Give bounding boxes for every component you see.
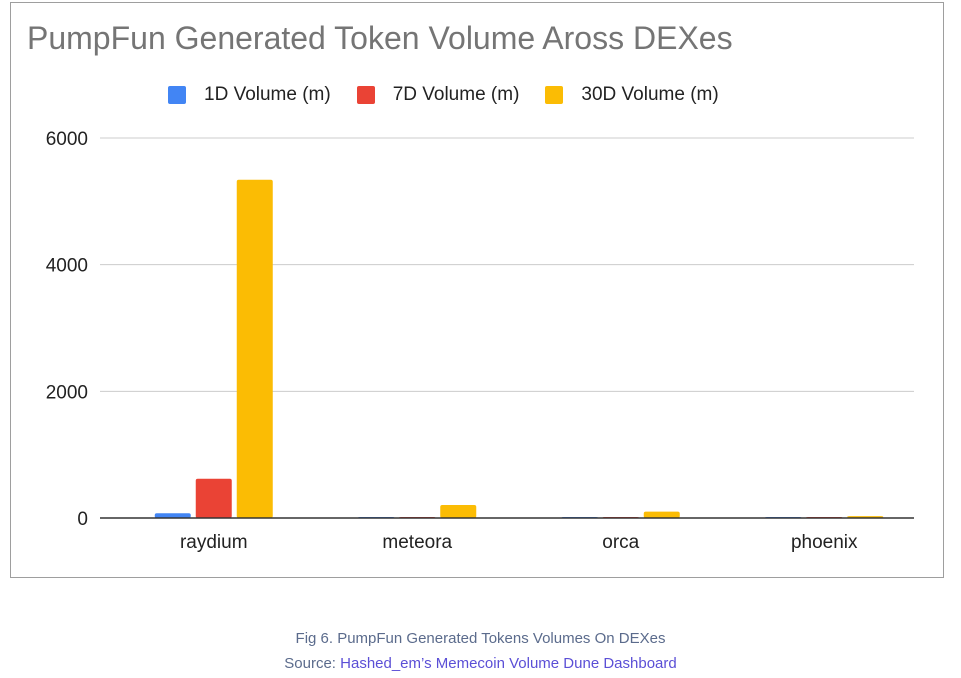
bar-meteora-2 (440, 505, 477, 518)
legend-item-1d: 1D Volume (m) (168, 84, 331, 106)
y-tick-label: 6000 (46, 129, 88, 150)
x-tick-label: raydium (180, 532, 248, 553)
y-tick-label: 2000 (46, 382, 88, 403)
figure-caption: Fig 6. PumpFun Generated Tokens Volumes … (295, 630, 666, 647)
legend-swatch-30d (545, 86, 564, 104)
source-link[interactable]: Hashed_em’s Memecoin Volume Dune Dashboa… (340, 655, 677, 672)
y-tick-label: 4000 (46, 256, 88, 277)
legend-label-7d: 7D Volume (m) (392, 84, 520, 105)
bar-raydium-1 (195, 478, 232, 518)
chart-title: PumpFun Generated Token Volume Aross DEX… (27, 20, 733, 56)
y-tick-label: 0 (77, 509, 88, 530)
x-tick-label: phoenix (791, 532, 858, 553)
chart-frame (10, 2, 944, 578)
bar-orca-2 (643, 511, 680, 518)
x-tick-label: meteora (382, 532, 452, 553)
legend-item-30d: 30D Volume (m) (545, 84, 719, 106)
legend-swatch-1d (168, 86, 186, 104)
figure-source: Source: Hashed_em’s Memecoin Volume Dune… (0, 655, 961, 672)
legend-label-30d: 30D Volume (m) (581, 84, 719, 105)
source-prefix: Source: (284, 655, 341, 672)
chart-legend: 1D Volume (m) 7D Volume (m) 30D Volume (… (168, 84, 745, 106)
bar-raydium-2 (236, 179, 273, 519)
chart-plot-area: 0 2000 4000 6000 raydium meteora orca phoenix (46, 129, 914, 553)
x-tick-label: orca (602, 532, 639, 553)
legend-item-7d: 7D Volume (m) (356, 84, 520, 106)
legend-label-1d: 1D Volume (m) (204, 84, 331, 105)
legend-swatch-7d (356, 86, 375, 104)
bar-raydium-0 (154, 513, 191, 518)
